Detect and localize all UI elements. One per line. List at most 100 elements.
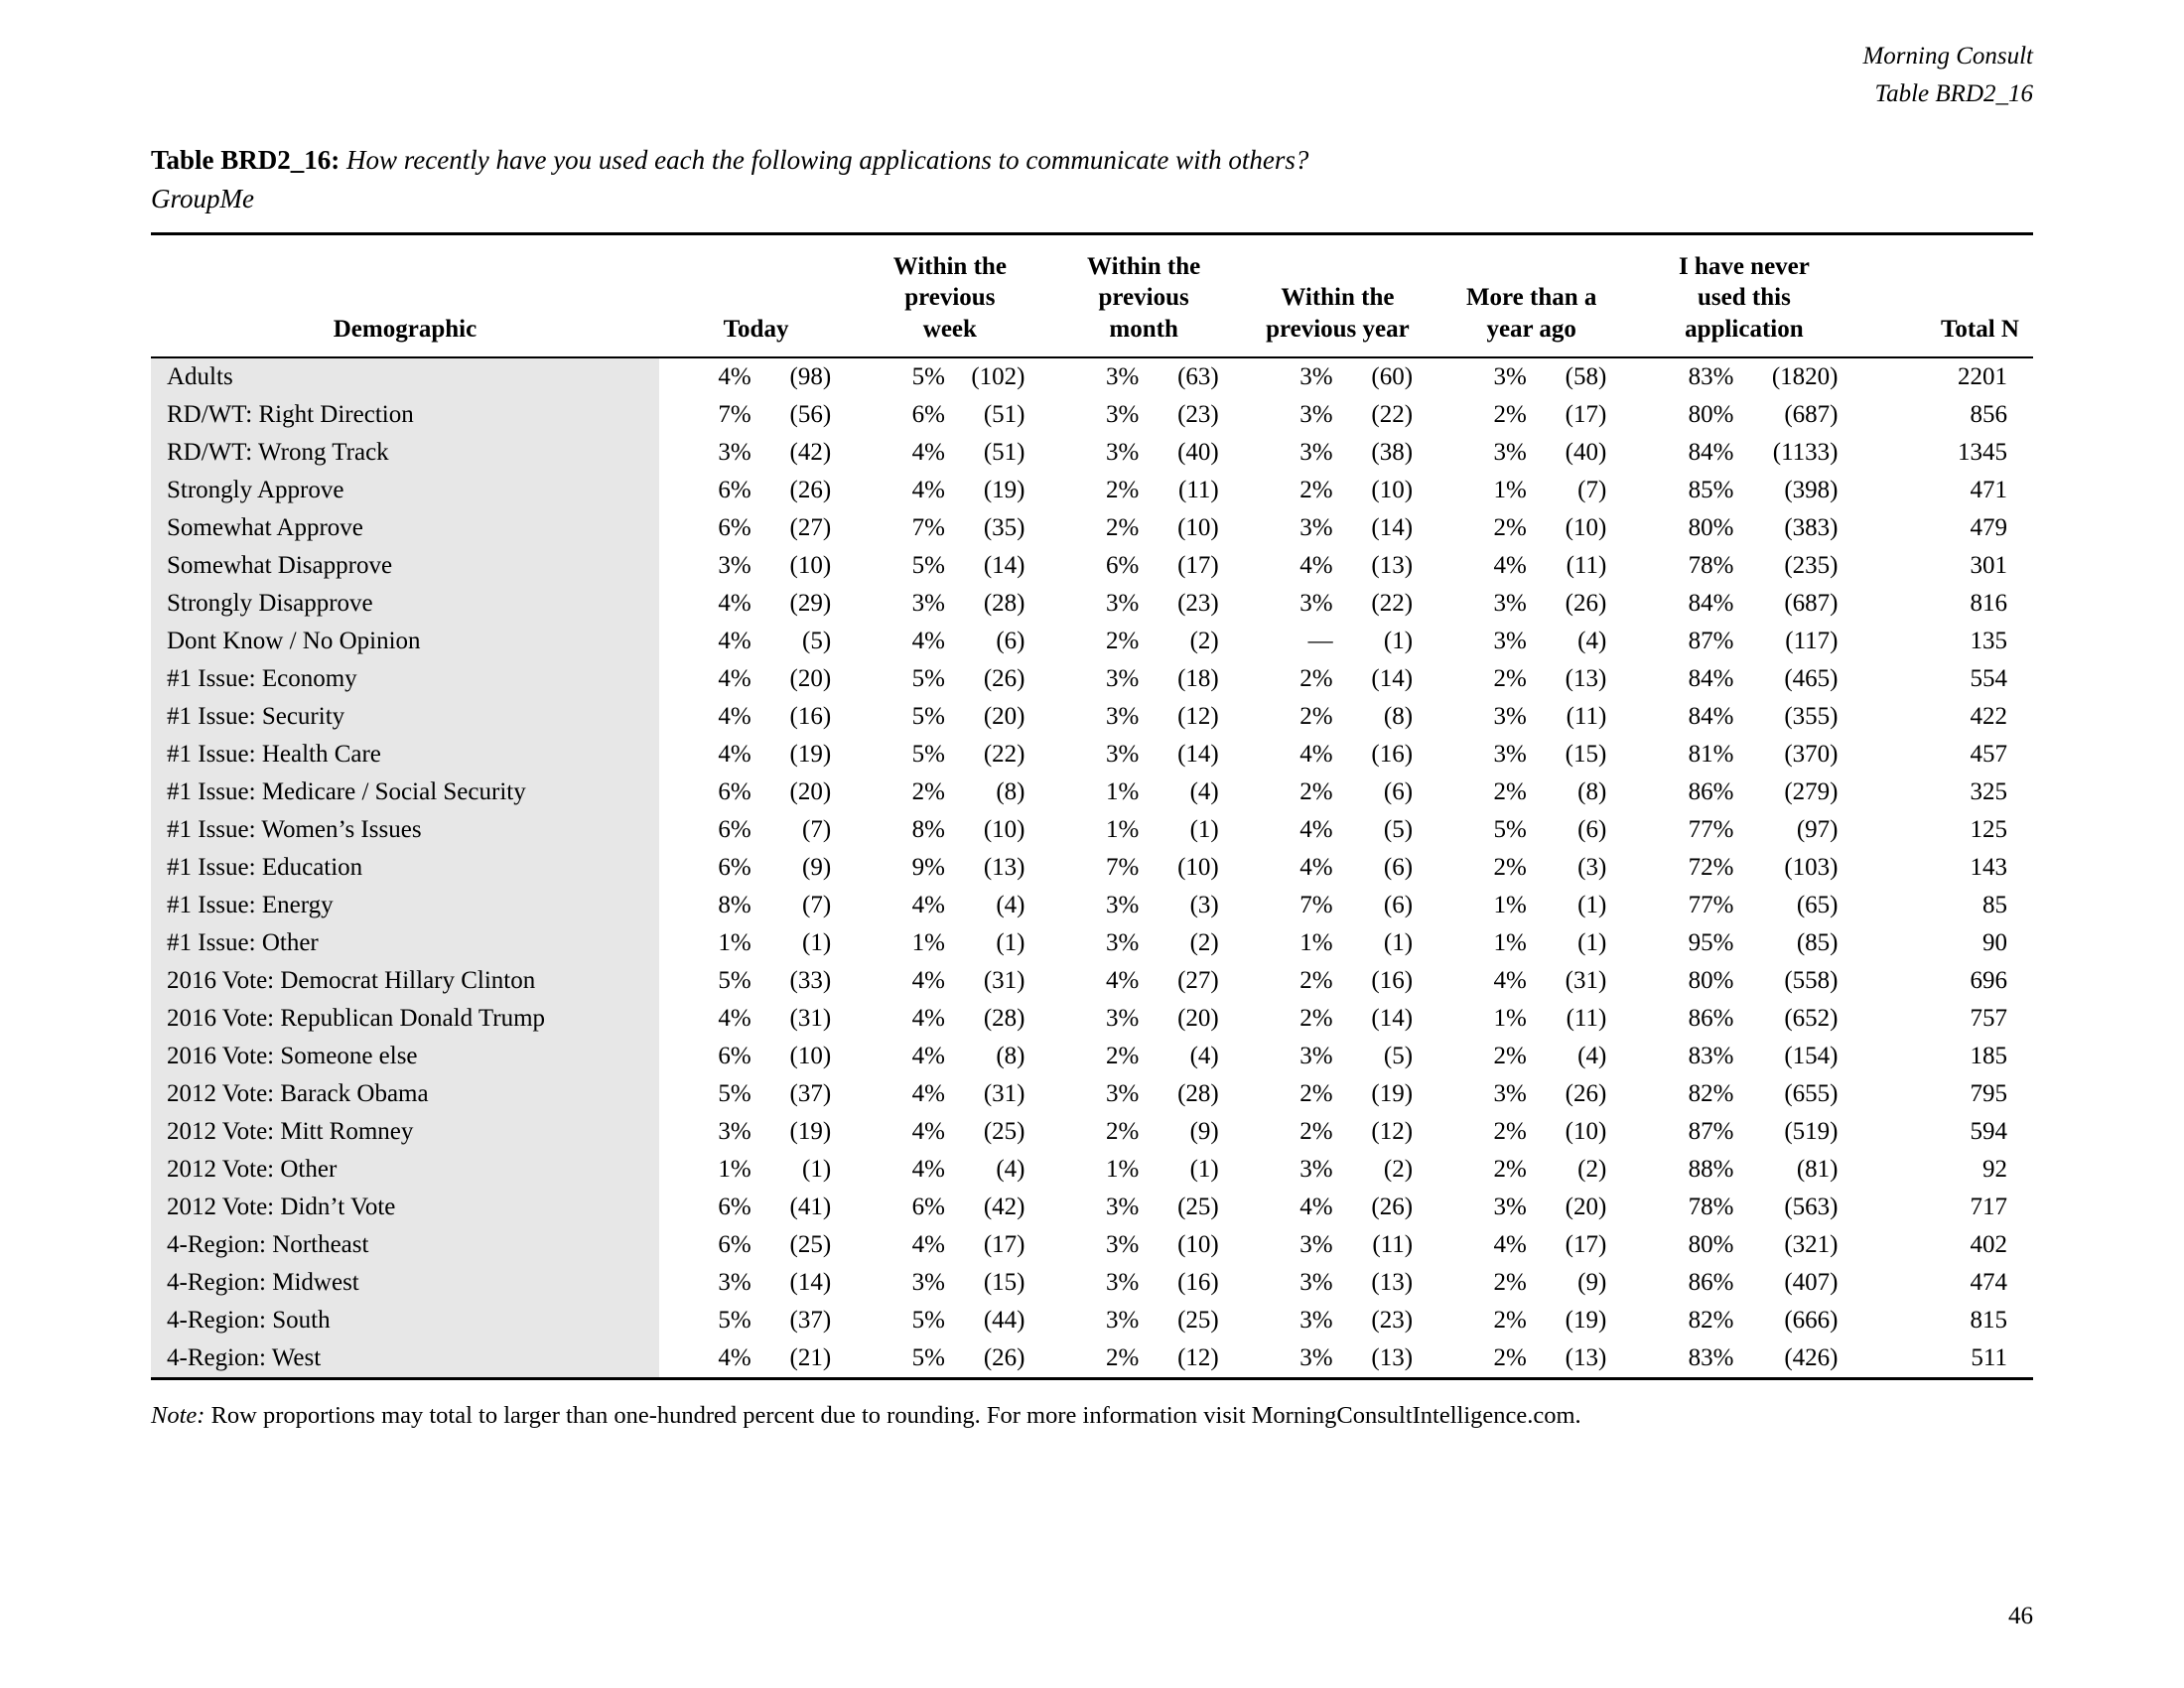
count-cell: (18): [1177, 664, 1219, 692]
count-cell: (4): [1189, 777, 1219, 805]
count-cell: (19): [1565, 1306, 1607, 1334]
percent-cell: 6%: [718, 476, 751, 503]
percent-cell: 3%: [1299, 1268, 1333, 1296]
count-cell: (22): [983, 740, 1025, 768]
total-n-cell: 856: [1970, 400, 2008, 428]
col-header-total-n: Total N: [1859, 233, 2033, 358]
percent-cell: 2%: [1299, 1117, 1333, 1145]
count-cell: (13): [1371, 1268, 1414, 1296]
percent-cell: 4%: [718, 664, 751, 692]
count-cell: (5): [802, 627, 832, 654]
demographic-cell: Strongly Approve: [151, 471, 659, 509]
count-cell: (6): [1383, 891, 1414, 918]
percent-cell: 5%: [911, 1306, 945, 1334]
percent-cell: 82%: [1688, 1306, 1734, 1334]
count-cell: (26): [789, 476, 832, 503]
table-row: 4-Region: West 4% (21) 5% (26) 2% (12) 3% (13) 2%…: [151, 1338, 2033, 1379]
count-cell: (28): [983, 1004, 1025, 1032]
total-n-cell: 2201: [1958, 362, 2007, 390]
total-n-cell: 422: [1970, 702, 2008, 730]
percent-cell: 5%: [1493, 815, 1527, 843]
count-cell: (4): [1577, 627, 1607, 654]
title-block: Table BRD2_16: How recently have you use…: [151, 141, 2033, 218]
total-n-cell: 135: [1970, 627, 2008, 654]
table-row: 2016 Vote: Someone else 6% (10) 4% (8) 2% (4) 3…: [151, 1037, 2033, 1075]
count-cell: (42): [983, 1193, 1025, 1220]
demographic-cell: #1 Issue: Health Care: [151, 735, 659, 774]
count-cell: (14): [983, 551, 1025, 579]
count-cell: (40): [1565, 438, 1607, 466]
percent-cell: 3%: [1105, 702, 1140, 730]
percent-cell: 77%: [1688, 891, 1734, 918]
percent-cell: 4%: [1493, 1230, 1527, 1258]
percent-cell: 1%: [1493, 928, 1527, 956]
percent-cell: 3%: [1493, 627, 1527, 654]
count-cell: (102): [971, 362, 1025, 390]
demographic-cell: 2016 Vote: Republican Donald Trump: [151, 999, 659, 1038]
count-cell: (22): [1371, 589, 1414, 617]
percent-cell: 2%: [1105, 476, 1140, 503]
count-cell: (11): [1566, 702, 1607, 730]
total-n-cell: 594: [1970, 1117, 2008, 1145]
count-cell: (370): [1784, 740, 1839, 768]
percent-cell: 1%: [1493, 891, 1527, 918]
demographic-cell: 4-Region: Northeast: [151, 1225, 659, 1264]
count-cell: (20): [789, 664, 832, 692]
count-cell: (65): [1796, 891, 1839, 918]
percent-cell: 84%: [1688, 438, 1734, 466]
percent-cell: 3%: [1105, 362, 1140, 390]
table-row: Dont Know / No Opinion 4% (5) 4% (6) 2% (2) — (1…: [151, 622, 2033, 660]
count-cell: (2): [1189, 928, 1219, 956]
count-cell: (25): [789, 1230, 832, 1258]
table-row: #1 Issue: Women’s Issues 6% (7) 8% (10) 1% (1)…: [151, 810, 2033, 849]
percent-cell: 3%: [1105, 1079, 1140, 1107]
count-cell: (29): [789, 589, 832, 617]
percent-cell: 4%: [911, 1004, 945, 1032]
percent-cell: 83%: [1688, 1042, 1734, 1069]
count-cell: (1): [802, 1155, 832, 1183]
demographic-cell: Somewhat Approve: [151, 508, 659, 547]
total-n-cell: 554: [1970, 664, 2008, 692]
percent-cell: 3%: [1299, 513, 1333, 541]
table-row: #1 Issue: Other 1% (1) 1% (1) 3% (2) 1% (1) 1% (1)…: [151, 923, 2033, 962]
demographic-cell: Adults: [151, 356, 659, 396]
percent-cell: 7%: [1299, 891, 1333, 918]
percent-cell: 3%: [718, 438, 751, 466]
count-cell: (2): [1577, 1155, 1607, 1183]
percent-cell: 72%: [1688, 853, 1734, 881]
percent-cell: 77%: [1688, 815, 1734, 843]
count-cell: (103): [1784, 853, 1839, 881]
percent-cell: 4%: [911, 891, 945, 918]
percent-cell: 2%: [1299, 476, 1333, 503]
percent-cell: 2%: [1105, 627, 1140, 654]
count-cell: (426): [1784, 1343, 1839, 1371]
percent-cell: 3%: [1105, 1193, 1140, 1220]
count-cell: (154): [1784, 1042, 1839, 1069]
count-cell: (9): [1577, 1268, 1607, 1296]
count-cell: (687): [1784, 589, 1839, 617]
col-header-previous-month: Within the previous month: [1046, 233, 1241, 358]
count-cell: (20): [983, 702, 1025, 730]
percent-cell: 2%: [1299, 1004, 1333, 1032]
percent-cell: 2%: [1299, 1079, 1333, 1107]
demographic-cell: 4-Region: South: [151, 1301, 659, 1339]
count-cell: (41): [789, 1193, 832, 1220]
count-cell: (1): [1577, 928, 1607, 956]
count-cell: (2): [1383, 1155, 1414, 1183]
table-title-question: How recently have you used each the foll…: [346, 145, 1309, 175]
count-cell: (10): [1177, 853, 1219, 881]
count-cell: (7): [802, 815, 832, 843]
percent-cell: 1%: [1105, 1155, 1140, 1183]
demographic-cell: 2016 Vote: Someone else: [151, 1037, 659, 1075]
demographic-cell: #1 Issue: Energy: [151, 886, 659, 924]
percent-cell: 3%: [1105, 1004, 1140, 1032]
footnote-text: Row proportions may total to larger than…: [210, 1402, 1581, 1429]
percent-cell: 6%: [718, 777, 751, 805]
percent-cell: 2%: [1105, 513, 1140, 541]
percent-cell: 2%: [1493, 1343, 1527, 1371]
demographic-cell: Dont Know / No Opinion: [151, 622, 659, 660]
percent-cell: 2%: [1493, 400, 1527, 428]
count-cell: (21): [789, 1343, 832, 1371]
count-cell: (14): [1371, 664, 1414, 692]
